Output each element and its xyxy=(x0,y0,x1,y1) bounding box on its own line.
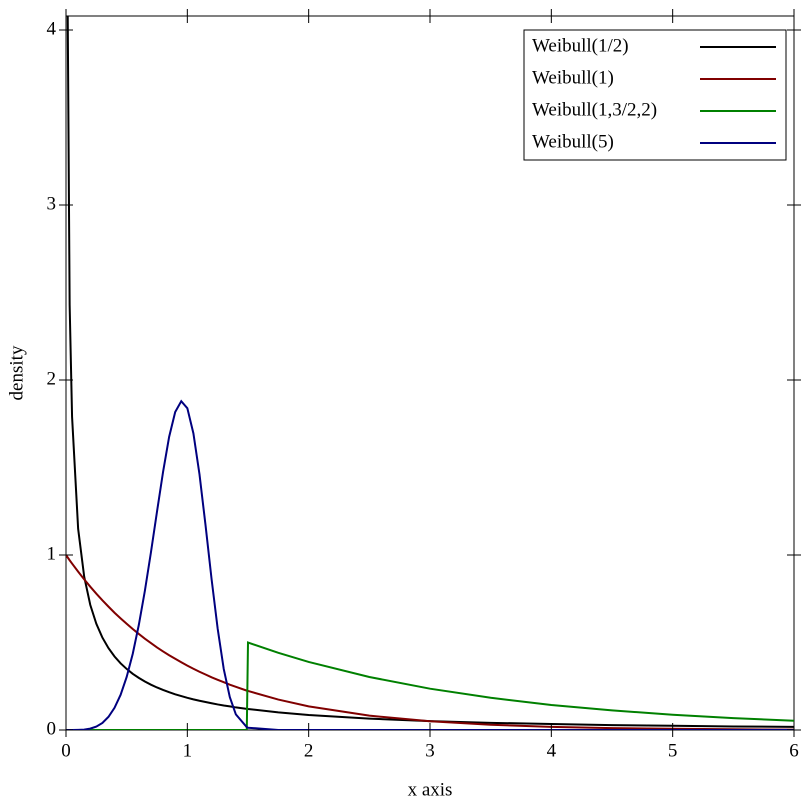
legend-label: Weibull(1) xyxy=(532,67,614,88)
x-tick-label: 3 xyxy=(425,740,435,761)
legend-label: Weibull(1,3/2,2) xyxy=(532,99,657,120)
series-line xyxy=(66,399,794,730)
legend-box xyxy=(523,29,787,161)
x-tick-label: 6 xyxy=(789,740,799,761)
y-tick-label: 3 xyxy=(47,193,57,214)
y-tick-label: 2 xyxy=(47,368,57,389)
x-tick-label: 0 xyxy=(61,740,71,761)
legend-label: Weibull(1/2) xyxy=(532,35,629,56)
x-tick-label: 4 xyxy=(547,740,557,761)
x-tick-label: 5 xyxy=(668,740,678,761)
series-line xyxy=(66,554,794,730)
x-tick-label: 1 xyxy=(183,740,193,761)
legend-label: Weibull(5) xyxy=(532,131,614,152)
y-tick-label: 1 xyxy=(47,543,57,564)
series-line xyxy=(66,641,794,730)
x-axis-label: x axis xyxy=(408,779,453,800)
y-tick-label: 0 xyxy=(47,718,57,739)
series-line xyxy=(66,16,794,728)
plot-lines xyxy=(66,16,794,730)
y-tick-label: 4 xyxy=(47,18,57,39)
x-tick-label: 2 xyxy=(304,740,314,761)
y-axis-label: density xyxy=(6,345,27,400)
